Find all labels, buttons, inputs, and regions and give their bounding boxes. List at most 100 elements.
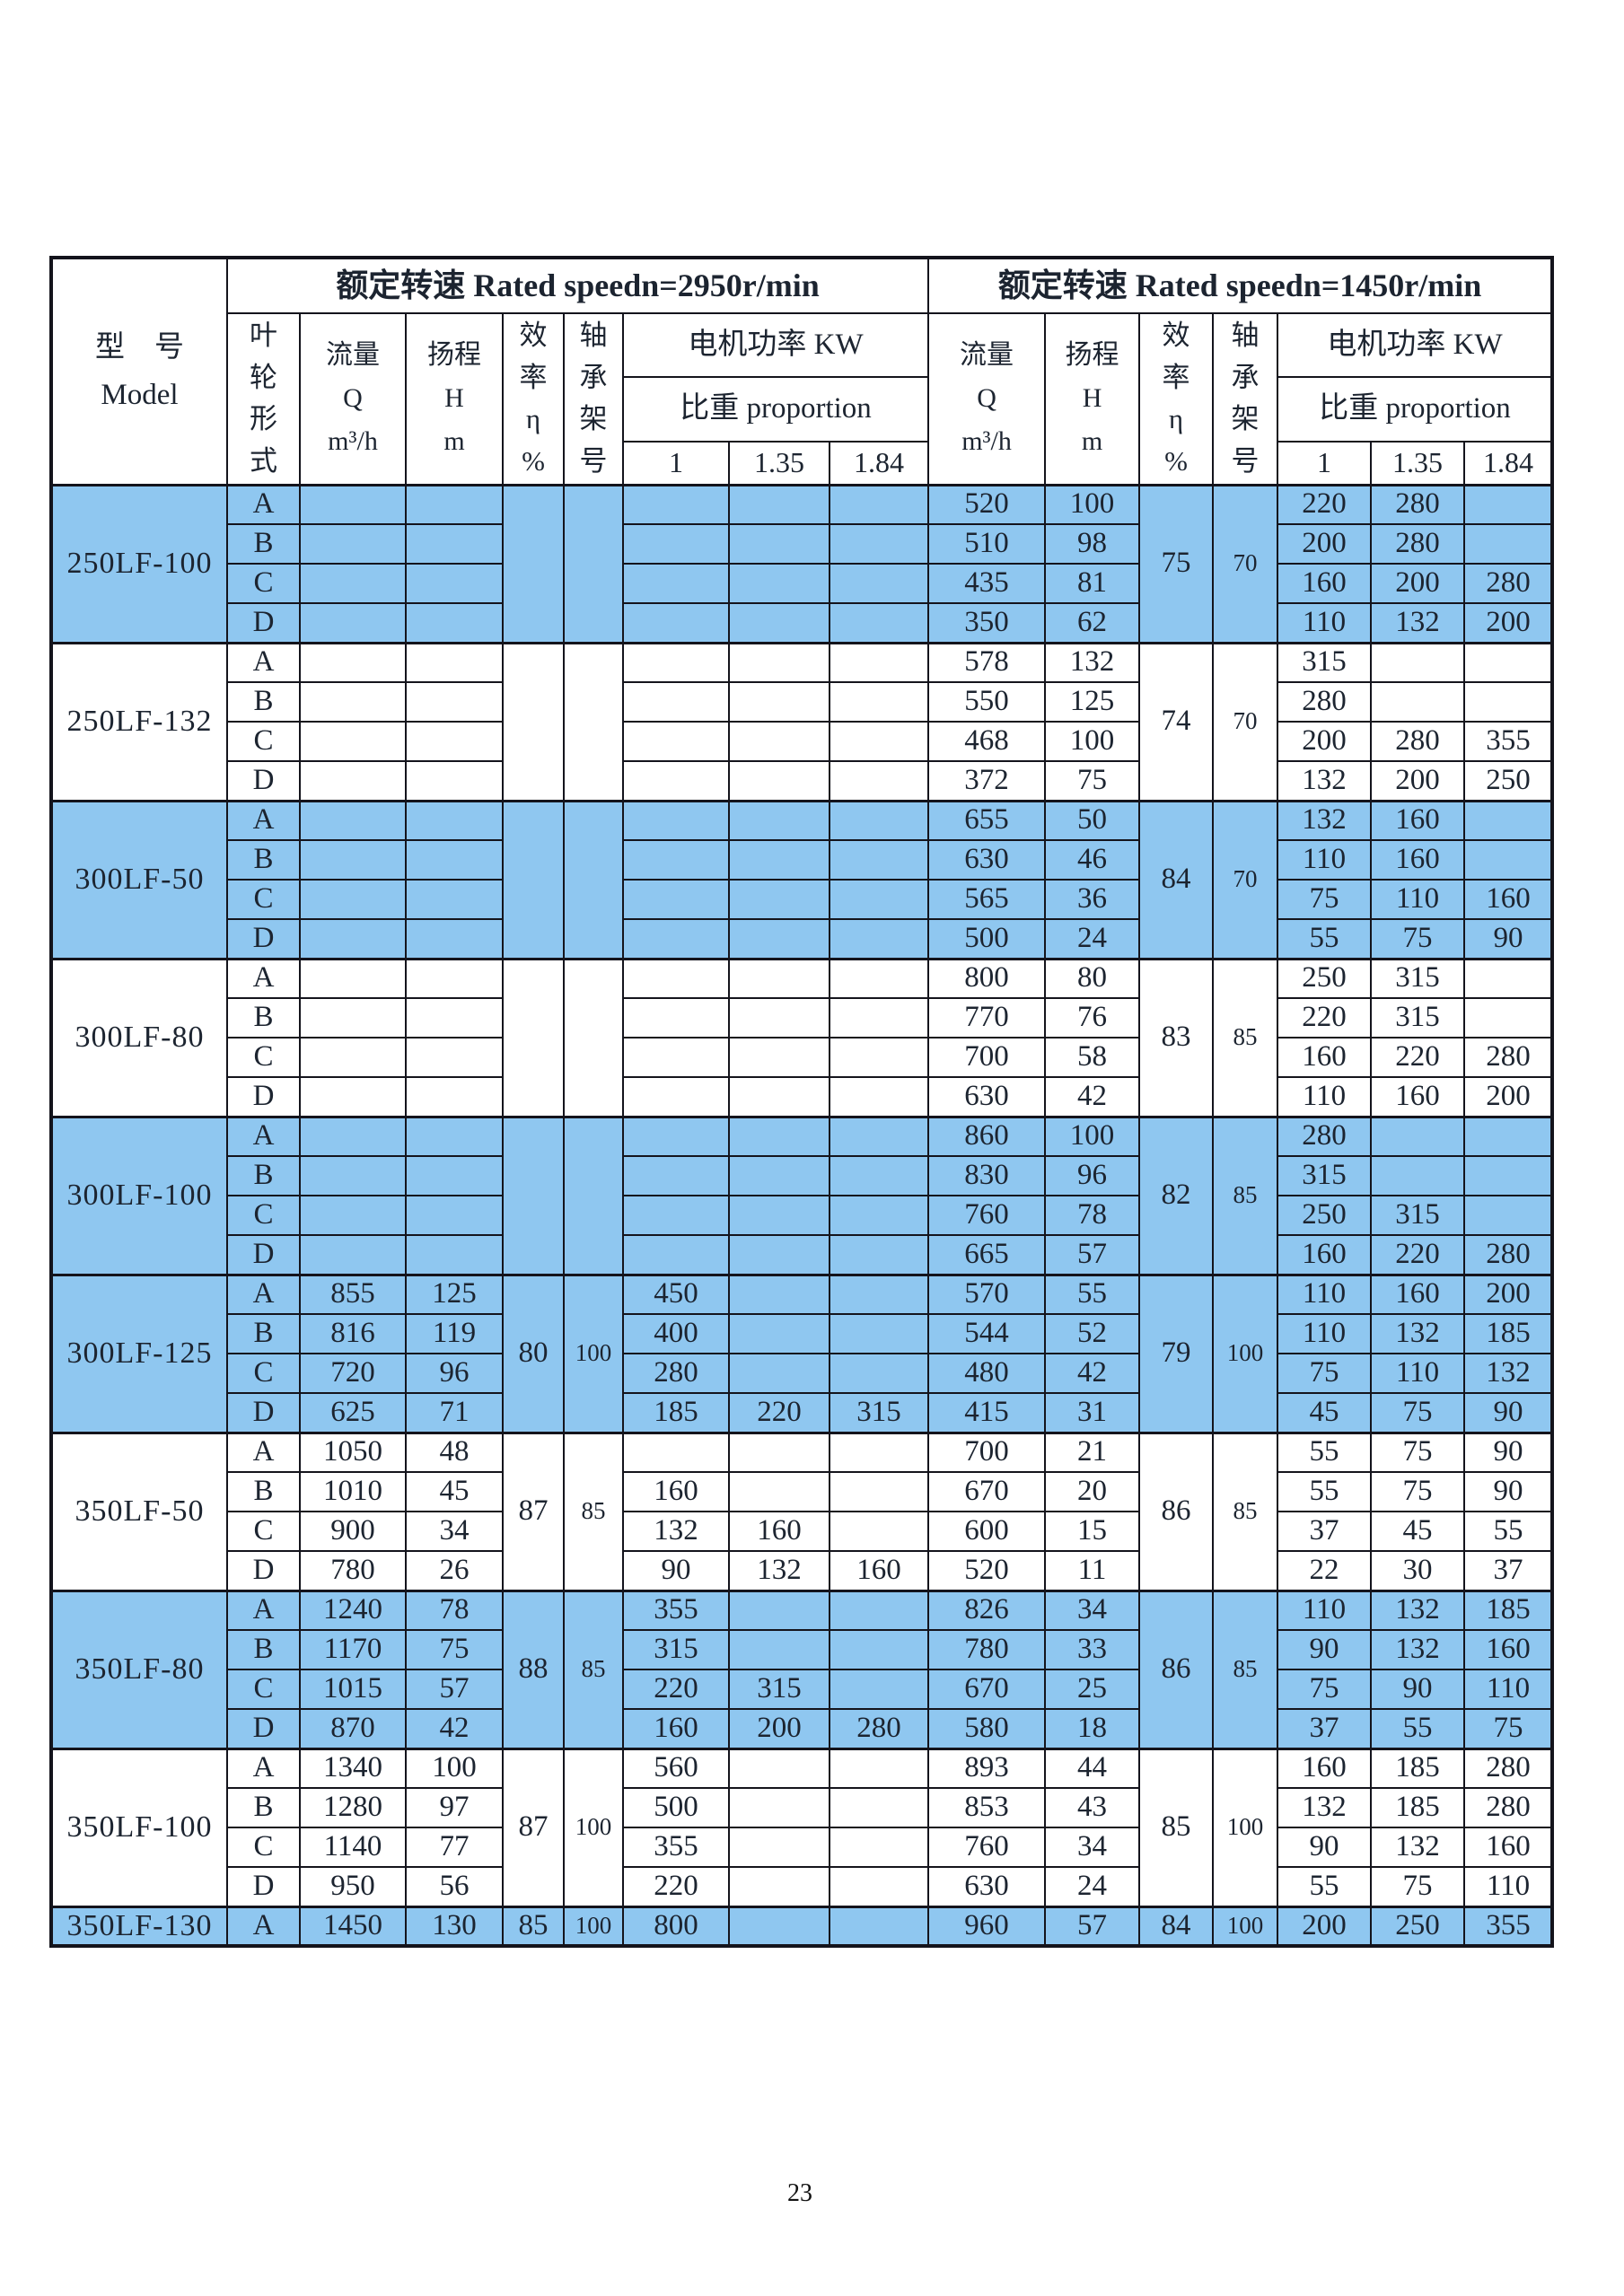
power-cell-1450-proportion-1.35: 315 [1370, 957, 1466, 999]
flow-cell-2950 [299, 563, 407, 604]
header-flow-1450: 流量 Q m³/h [927, 312, 1047, 486]
page-number: 23 [787, 2179, 812, 2207]
head-cell-2950 [405, 799, 504, 841]
flow-cell-1450: 350 [927, 602, 1047, 644]
head-cell-1450: 96 [1044, 1155, 1141, 1196]
power-cell-2950-proportion-1.35: 132 [728, 1550, 830, 1591]
efficiency-cell-2950: 85 [502, 1905, 565, 1947]
power-cell-1450-proportion-1.35: 220 [1370, 1037, 1466, 1078]
power-cell-1450-proportion-1: 132 [1277, 760, 1373, 802]
power-cell-1450-proportion-1.35: 132 [1370, 1589, 1466, 1631]
bearing-cell-1450: 85 [1212, 1431, 1279, 1591]
header-model: 型 号 Model [50, 257, 228, 486]
power-cell-2950-proportion-1.35 [728, 1076, 830, 1117]
table-row: 350LF-130 A 1450 130 85 100 800 960 57 84 100 200 25… [50, 1905, 1554, 1947]
power-cell-2950-proportion-1.35 [728, 760, 830, 802]
bearing-cell-1450: 100 [1212, 1905, 1279, 1947]
flow-cell-2950 [299, 1037, 407, 1078]
flow-cell-2950 [299, 1115, 407, 1157]
power-cell-1450-proportion-1.84: 250 [1463, 760, 1554, 802]
power-cell-2950-proportion-1: 220 [622, 1866, 730, 1907]
power-cell-1450-proportion-1.35: 30 [1370, 1550, 1466, 1591]
efficiency-cell-1450: 86 [1138, 1431, 1215, 1591]
power-cell-1450-proportion-1.84 [1463, 483, 1554, 525]
power-cell-1450-proportion-1.84 [1463, 1155, 1554, 1196]
power-cell-2950-proportion-1 [622, 799, 730, 841]
power-cell-2950-proportion-1.84 [828, 1313, 930, 1354]
power-cell-2950-proportion-1 [622, 602, 730, 644]
head-cell-2950: 130 [405, 1905, 504, 1947]
power-cell-2950-proportion-1.84 [828, 1037, 930, 1078]
power-cell-2950-proportion-1.35 [728, 1431, 830, 1473]
head-cell-1450: 98 [1044, 523, 1141, 565]
power-cell-2950-proportion-1.84 [828, 1353, 930, 1394]
bearing-cell-1450: 70 [1212, 799, 1279, 960]
power-cell-2950-proportion-1.84 [828, 1431, 930, 1473]
flow-cell-1450: 655 [927, 799, 1047, 841]
power-cell-1450-proportion-1.35: 132 [1370, 1629, 1466, 1670]
power-cell-1450-proportion-1.84: 90 [1463, 918, 1554, 960]
header-proportion-184-2950: 1.84 [828, 441, 930, 486]
flow-cell-2950 [299, 879, 407, 920]
power-cell-2950-proportion-1.84 [828, 1866, 930, 1907]
power-cell-2950-proportion-1.35 [728, 721, 830, 762]
table-row: C 565 36 75 110 160 [51, 879, 1554, 920]
power-cell-2950-proportion-1.84 [828, 1669, 930, 1710]
model-cell: 250LF-100 [50, 483, 228, 644]
power-cell-2950-proportion-1.84 [828, 957, 930, 999]
impeller-cell: D [226, 1234, 301, 1275]
power-cell-2950-proportion-1 [622, 1076, 730, 1117]
power-cell-2950-proportion-1: 132 [622, 1511, 730, 1552]
power-cell-1450-proportion-1.35: 250 [1370, 1905, 1466, 1947]
impeller-cell: D [226, 918, 301, 960]
head-cell-2950 [405, 681, 504, 723]
power-cell-2950-proportion-1: 355 [622, 1589, 730, 1631]
power-cell-2950-proportion-1.84 [828, 641, 930, 683]
head-cell-1450: 18 [1044, 1708, 1141, 1749]
efficiency-cell-2950: 87 [502, 1747, 565, 1907]
power-cell-1450-proportion-1: 110 [1277, 602, 1373, 644]
bearing-cell-1450: 85 [1212, 1115, 1279, 1275]
impeller-cell: B [226, 681, 301, 723]
impeller-cell: A [226, 641, 301, 683]
power-cell-2950-proportion-1 [622, 1234, 730, 1275]
head-cell-1450: 21 [1044, 1431, 1141, 1473]
header-speed-1450: 额定转速 Rated speedn=1450r/min [927, 257, 1554, 314]
power-cell-2950-proportion-1.35 [728, 641, 830, 683]
head-cell-1450: 42 [1044, 1076, 1141, 1117]
model-cell: 300LF-100 [50, 1115, 228, 1275]
power-cell-1450-proportion-1: 160 [1277, 563, 1373, 604]
impeller-cell: B [226, 1629, 301, 1670]
head-cell-2950: 57 [405, 1669, 504, 1710]
head-cell-2950: 48 [405, 1431, 504, 1473]
flow-cell-1450: 468 [927, 721, 1047, 762]
flow-cell-2950: 1240 [299, 1589, 407, 1631]
power-cell-1450-proportion-1: 37 [1277, 1708, 1373, 1749]
efficiency-cell-2950 [502, 957, 565, 1117]
power-cell-2950-proportion-1: 220 [622, 1669, 730, 1710]
impeller-cell: C [226, 1195, 301, 1236]
flow-cell-1450: 372 [927, 760, 1047, 802]
head-cell-2950: 71 [405, 1392, 504, 1433]
power-cell-1450-proportion-1.35: 185 [1370, 1787, 1466, 1828]
head-cell-1450: 75 [1044, 760, 1141, 802]
head-cell-1450: 57 [1044, 1234, 1141, 1275]
efficiency-cell-1450: 75 [1138, 483, 1215, 644]
flow-cell-1450: 670 [927, 1669, 1047, 1710]
head-cell-1450: 78 [1044, 1195, 1141, 1236]
power-cell-1450-proportion-1: 45 [1277, 1392, 1373, 1433]
table-row: 350LF-80 A 1240 78 88 85 355 826 34 86 85 110 132 185 [50, 1589, 1554, 1749]
flow-cell-2950: 816 [299, 1313, 407, 1354]
head-cell-1450: 15 [1044, 1511, 1141, 1552]
head-cell-2950 [405, 760, 504, 802]
header-row-proportion-values: 1 1.35 1.84 1 1.35 1.84 [51, 441, 1554, 486]
power-cell-2950-proportion-1.35 [728, 1905, 830, 1947]
power-cell-2950-proportion-1 [622, 879, 730, 920]
table-row: D 630 42 110 160 200 [51, 1076, 1554, 1117]
power-cell-1450-proportion-1.84: 355 [1463, 721, 1554, 762]
table-row: C 435 81 160 200 280 [51, 563, 1554, 604]
power-cell-2950-proportion-1.35 [728, 799, 830, 841]
power-cell-2950-proportion-1.35: 220 [728, 1392, 830, 1433]
flow-cell-1450: 893 [927, 1747, 1047, 1789]
bearing-cell-2950 [563, 483, 624, 644]
